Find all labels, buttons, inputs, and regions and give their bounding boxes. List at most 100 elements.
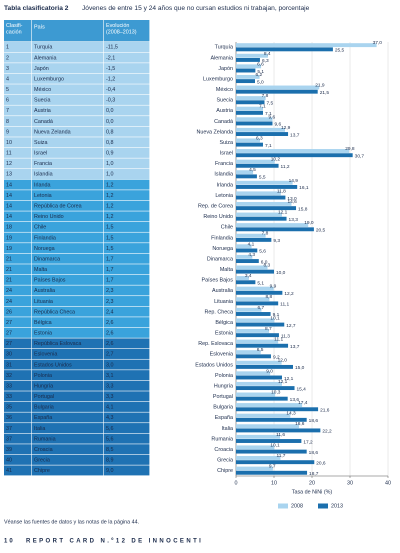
table-cell — [4, 274, 32, 285]
table-text: Irlanda — [34, 182, 50, 188]
value-label: 12,2 — [284, 291, 294, 297]
bar — [236, 185, 298, 189]
table-cell — [32, 84, 104, 95]
table-text: 26 — [6, 309, 12, 315]
table-text: 1,5 — [106, 246, 114, 252]
value-label: 29,8 — [345, 146, 355, 152]
category-label: Israel — [220, 151, 233, 157]
table-cell — [32, 359, 104, 370]
category-label: Nueva Zelanda — [196, 129, 233, 135]
table-text: 1,0 — [106, 172, 114, 178]
table-cell — [104, 274, 150, 285]
category-label: Hungría — [214, 383, 233, 389]
value-label: 20,6 — [316, 460, 326, 466]
bar — [236, 445, 275, 450]
bar — [236, 333, 279, 338]
table-cell — [32, 274, 104, 285]
bar — [236, 153, 353, 158]
value-label: 11,8 — [277, 188, 286, 194]
table-title: Jóvenes de entre 15 y 24 años que no cur… — [82, 5, 310, 12]
table-cell — [4, 179, 32, 190]
bar — [236, 79, 255, 84]
value-label: 13,0 — [287, 196, 297, 202]
bar — [236, 191, 281, 196]
table-cell — [104, 158, 150, 169]
value-label: 5,0 — [257, 79, 264, 85]
table-text: 24 — [6, 288, 12, 294]
value-label: 17,2 — [303, 439, 313, 445]
table-cell — [32, 137, 104, 148]
table-cell — [104, 73, 150, 84]
table-text: 6 — [6, 98, 9, 104]
value-label: 18,6 — [309, 450, 319, 456]
bar — [236, 216, 287, 221]
bar — [236, 254, 253, 259]
table-text: 5,6 — [106, 436, 114, 442]
value-label: 10,1 — [270, 315, 280, 321]
bar — [236, 237, 272, 242]
value-label: 6,6 — [257, 61, 264, 67]
bar — [236, 424, 300, 429]
table-cell — [104, 391, 150, 402]
table-cell — [32, 243, 104, 254]
category-label: Noruega — [212, 246, 233, 252]
bar — [236, 301, 279, 306]
value-label: 18,7 — [309, 471, 319, 477]
table-cell — [4, 232, 32, 243]
value-label: 12,7 — [286, 323, 296, 329]
value-label: 7,1 — [265, 111, 272, 117]
table-text: 0,0 — [106, 108, 114, 114]
value-label: 7,8 — [262, 93, 269, 99]
table-cell — [104, 306, 150, 317]
table-cell — [4, 94, 32, 105]
table-text: 18 — [6, 225, 12, 231]
category-label: Estados Unidos — [195, 362, 233, 368]
value-label: 12,1 — [278, 379, 288, 385]
table-cell — [32, 401, 104, 412]
value-label: 9,6 — [268, 114, 275, 120]
footer-text: REPORT CARD N.º12 DE INNOCENTI — [26, 539, 203, 545]
table-text: Portugal — [34, 394, 54, 400]
table-cell — [104, 423, 150, 434]
table-cell — [32, 454, 104, 465]
table-cell — [4, 42, 32, 52]
table-cell — [32, 179, 104, 190]
table-text: 30 — [6, 352, 12, 358]
value-label: 10,0 — [276, 270, 286, 276]
table-text: -1,2 — [106, 76, 115, 82]
table-text: 1,5 — [106, 235, 114, 241]
category-label: Rumania — [211, 436, 233, 442]
bar — [236, 138, 260, 143]
bar — [236, 392, 276, 397]
table-text: 27 — [6, 320, 12, 326]
table-text: Estonia — [34, 331, 52, 337]
table-text: 33 — [6, 383, 12, 389]
category-label: Bélgica — [215, 320, 233, 326]
table-text: Canadá — [34, 119, 53, 125]
bar — [236, 74, 260, 79]
category-label: Dinamarca — [207, 256, 233, 262]
table-text: 8,9 — [106, 458, 114, 464]
table-cell — [32, 423, 104, 434]
bar — [236, 100, 265, 105]
category-label: Australia — [212, 288, 233, 294]
table-cell — [4, 380, 32, 391]
x-tick-label: 10 — [271, 480, 277, 486]
table-cell — [104, 200, 150, 211]
category-label: Eslovenia — [210, 352, 233, 358]
value-label: 11,1 — [274, 337, 283, 343]
bar — [236, 354, 271, 359]
value-label: 6,3 — [262, 58, 269, 64]
table-cell — [104, 179, 150, 190]
table-cell — [104, 94, 150, 105]
value-label: 21,5 — [320, 90, 330, 96]
value-label: 19,0 — [304, 220, 314, 226]
value-label: 7,8 — [262, 231, 269, 237]
table-cell — [32, 433, 104, 444]
table-cell — [4, 338, 32, 349]
table-text: 21 — [6, 278, 12, 284]
table-text: 21 — [6, 256, 12, 262]
table-text: 14 — [6, 214, 12, 220]
value-label: 17,4 — [298, 400, 308, 406]
table-cell — [104, 243, 150, 254]
